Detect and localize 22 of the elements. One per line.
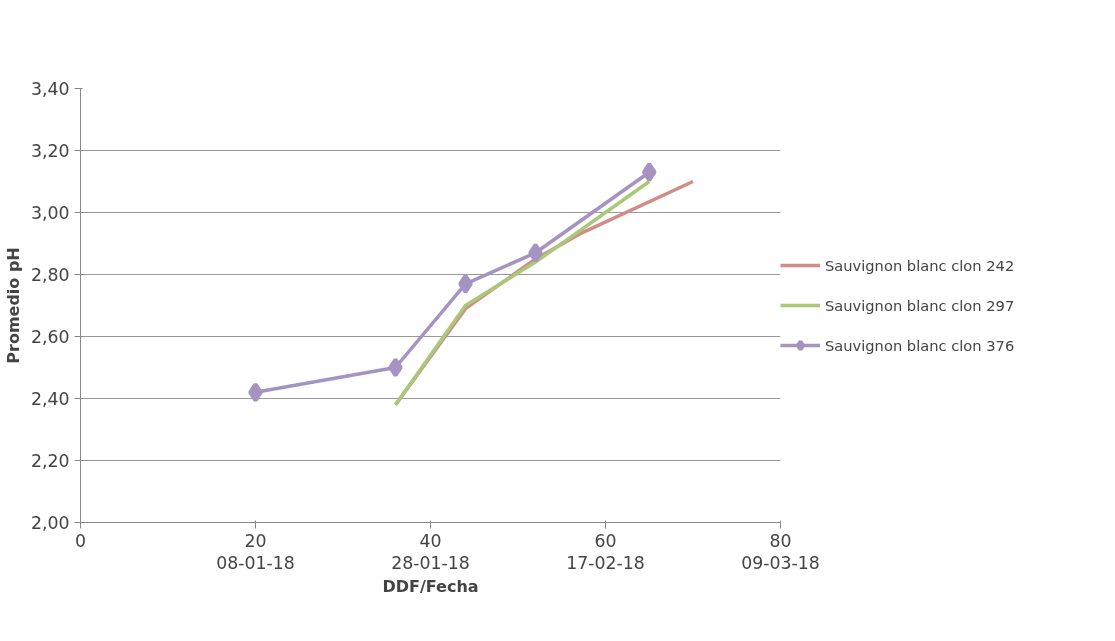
legend-label: Sauvignon blanc clon 376	[825, 336, 1015, 354]
y-tick-label: 3,40	[30, 79, 70, 99]
y-axis-title: Promedio pH	[3, 247, 23, 364]
x2-tick-label: 08-01-18	[216, 552, 295, 573]
y-tick-label: 2,80	[30, 265, 70, 285]
x2-tick-label: 28-01-18	[391, 552, 470, 573]
x2-tick-label: 17-02-18	[566, 552, 645, 573]
x-tick-label: 80	[769, 530, 792, 551]
y-tick-label: 2,40	[30, 389, 70, 409]
y-tick-label: 2,00	[30, 513, 70, 533]
x-tick-label: 20	[244, 530, 267, 551]
x-tick-label: 40	[419, 530, 442, 551]
x2-tick-label: 09-03-18	[741, 552, 820, 573]
y-tick-label: 2,60	[30, 327, 70, 347]
x-axis-title: DDF/Fecha	[382, 576, 479, 596]
y-tick-label: 2,20	[30, 451, 70, 471]
x-tick-label: 0	[74, 530, 87, 551]
legend-label: Sauvignon blanc clon 297	[825, 296, 1015, 314]
x-tick-label: 60	[594, 530, 617, 551]
legend-label: Sauvignon blanc clon 242	[825, 256, 1015, 274]
y-tick-label: 3,20	[30, 141, 70, 161]
y-tick-label: 3,00	[30, 203, 70, 223]
